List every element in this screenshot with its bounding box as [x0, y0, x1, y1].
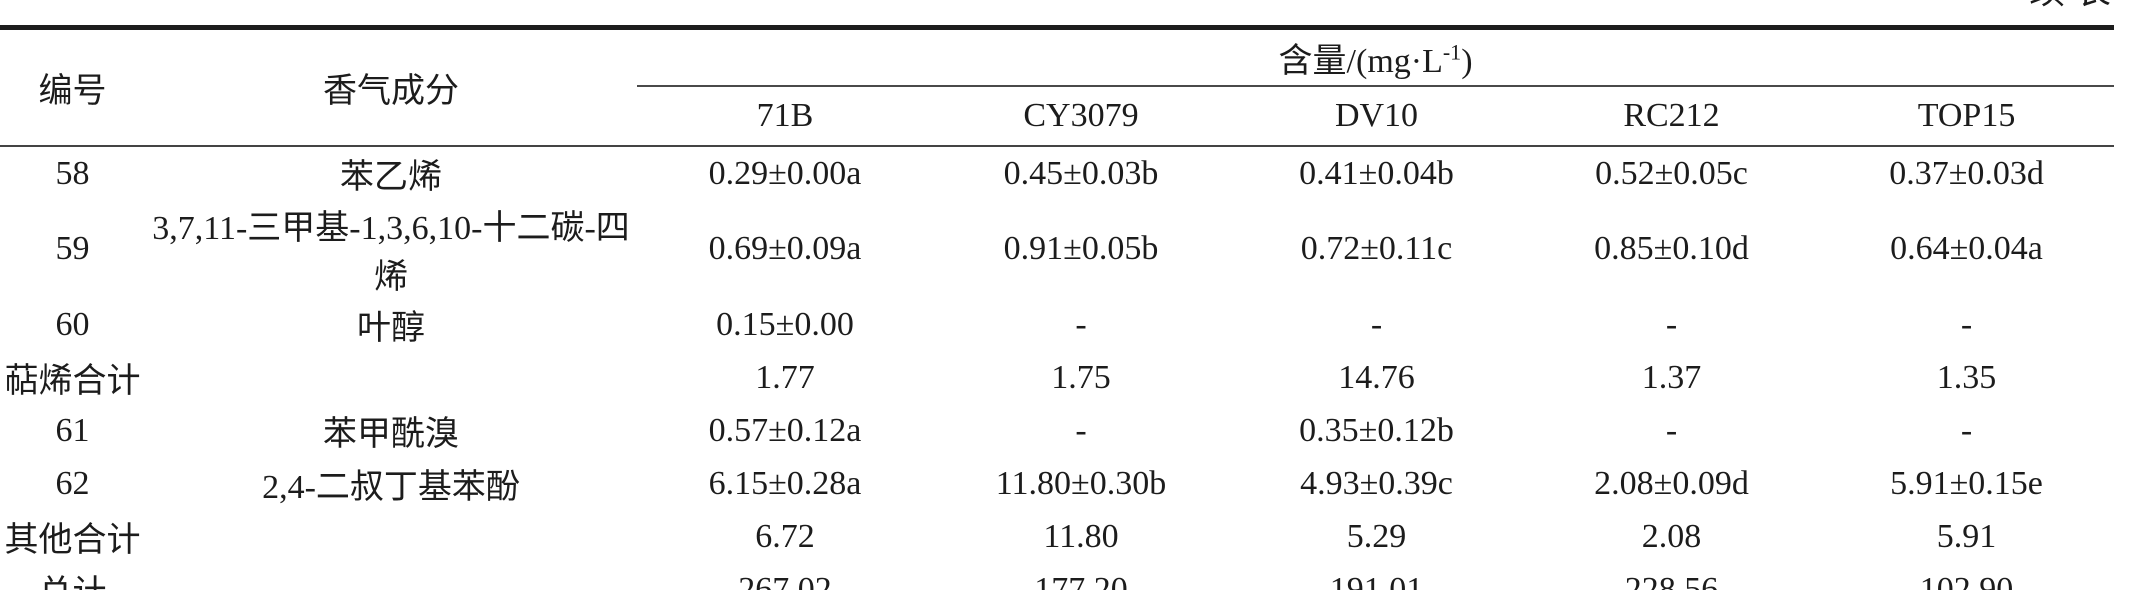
row-summary-label: 其他合计: [4, 522, 141, 559]
header-content-unit-paren: ): [1461, 43, 1473, 80]
row-value: 0.52±0.05c: [1595, 154, 1748, 192]
row-value: 177.20: [1034, 570, 1128, 590]
row-value: 5.91: [1936, 517, 1997, 555]
row-component: [145, 510, 637, 563]
row-value: 0.57±0.12a: [708, 411, 862, 449]
row-value: -: [1075, 411, 1087, 449]
row-component: [145, 563, 637, 590]
row-value: 0.15±0.00: [716, 305, 854, 343]
table-row-61: 61 苯甲酰溴 0.57±0.12a - 0.35±0.12b - -: [0, 404, 2114, 457]
header-strain-71b: 71B: [637, 86, 933, 147]
row-value: 2.08: [1641, 517, 1702, 555]
aroma-content-table: 编号 香气成分 含量/(mg·L-1) 71B CY3079 DV10 RC21…: [0, 25, 2115, 590]
row-component: 2,4-二叔丁基苯酚: [262, 469, 520, 506]
table-body: 58 苯乙烯 0.29±0.00a 0.45±0.03b 0.41±0.04b …: [0, 146, 2114, 590]
row-value: 102.90: [1919, 570, 2014, 590]
row-value: -: [1370, 305, 1383, 343]
header-strain-row: 71B CY3079 DV10 RC212 TOP15: [0, 86, 2115, 147]
header-strain-cy3079: CY3079: [933, 86, 1229, 147]
row-value: 0.85±0.10d: [1594, 230, 1749, 267]
row-id: 61: [55, 411, 90, 449]
row-component: [145, 351, 637, 404]
row-id: 62: [55, 464, 90, 502]
header-content-unit-exponent: -1: [1442, 39, 1462, 65]
table-row-62: 62 2,4-二叔丁基苯酚 6.15±0.28a 11.80±0.30b 4.9…: [0, 457, 2114, 510]
table-row-terpene-subtotal: 萜烯合计 1.77 1.75 14.76 1.37 1.35: [0, 351, 2114, 404]
row-value: -: [1665, 411, 1678, 449]
row-id: 59: [55, 230, 90, 267]
row-value: -: [1075, 305, 1087, 343]
row-value: 11.80: [1043, 517, 1119, 555]
table-row-58: 58 苯乙烯 0.29±0.00a 0.45±0.03b 0.41±0.04b …: [0, 146, 2114, 200]
row-value: 0.45±0.03b: [1003, 154, 1159, 192]
header-content-unit: 含量/(mg·L-1): [637, 27, 2115, 87]
row-id: 58: [55, 154, 90, 192]
header-component: 香气成分: [145, 27, 637, 147]
row-summary-label: 萜烯合计: [4, 363, 141, 400]
table-header: 编号 香气成分 含量/(mg·L-1) 71B CY3079 DV10 RC21…: [0, 27, 2115, 147]
row-value: 2.08±0.09d: [1594, 464, 1749, 502]
row-value: 11.80±0.30b: [995, 464, 1167, 502]
row-value: 0.69±0.09a: [708, 230, 862, 267]
row-summary-label: 总计: [39, 565, 107, 590]
row-value: 0.91±0.05b: [1003, 230, 1159, 267]
header-content-unit-text: 含量/(mg·L: [1278, 43, 1443, 80]
row-value: 14.76: [1338, 358, 1415, 396]
row-value: -: [1960, 305, 1973, 343]
row-value: -: [1665, 305, 1678, 343]
continued-table-marker: 续表: [2029, 0, 2121, 9]
row-component: 苯甲酰溴: [323, 416, 459, 453]
table-row-grand-total: 总计 267.02 177.20 191.01 228.56 102.90: [0, 563, 2114, 590]
table-row-60: 60 叶醇 0.15±0.00 - - - -: [0, 298, 2114, 351]
row-value: -: [1960, 411, 1973, 449]
row-value: 0.29±0.00a: [708, 154, 862, 192]
row-value: 228.56: [1624, 570, 1719, 590]
row-summary-label-cell: 萜烯合计: [0, 351, 145, 404]
row-id: 60: [55, 305, 90, 343]
header-id: 编号: [0, 27, 145, 147]
row-value: 1.37: [1641, 358, 1702, 396]
continued-table-strip: 续表: [0, 0, 2129, 25]
row-value: 0.37±0.03d: [1889, 154, 2044, 192]
header-strain-rc212: RC212: [1524, 86, 1819, 147]
row-value: 6.72: [755, 517, 815, 555]
row-component: 苯乙烯: [340, 159, 442, 196]
row-summary-label-cell: 其他合计: [0, 510, 145, 563]
row-summary-label-cell: 总计: [0, 563, 145, 590]
row-value: 1.75: [1051, 358, 1111, 396]
row-component: 叶醇: [357, 310, 425, 347]
header-strain-top15: TOP15: [1819, 86, 2115, 147]
header-group-row: 编号 香气成分 含量/(mg·L-1): [0, 27, 2115, 147]
row-value: 6.15±0.28a: [708, 464, 862, 502]
row-value: 267.02: [738, 570, 832, 590]
row-value: 5.91±0.15e: [1890, 464, 2043, 502]
row-value: 0.72±0.11c: [1300, 230, 1453, 267]
row-value: 0.64±0.04a: [1890, 230, 2043, 267]
row-component: 3,7,11-三甲基-1,3,6,10-十二碳-四烯: [152, 210, 630, 296]
table-row-other-subtotal: 其他合计 6.72 11.80 5.29 2.08 5.91: [0, 510, 2114, 563]
row-value: 4.93±0.39c: [1300, 464, 1453, 502]
header-strain-dv10: DV10: [1229, 86, 1524, 147]
row-value: 0.35±0.12b: [1299, 411, 1454, 449]
row-value: 1.35: [1936, 358, 1997, 396]
row-value: 191.01: [1329, 570, 1424, 590]
row-value: 0.41±0.04b: [1299, 154, 1454, 192]
table-row-59: 59 3,7,11-三甲基-1,3,6,10-十二碳-四烯 0.69±0.09a…: [0, 200, 2114, 298]
row-value: 5.29: [1346, 517, 1407, 555]
row-value: 1.77: [755, 358, 815, 396]
